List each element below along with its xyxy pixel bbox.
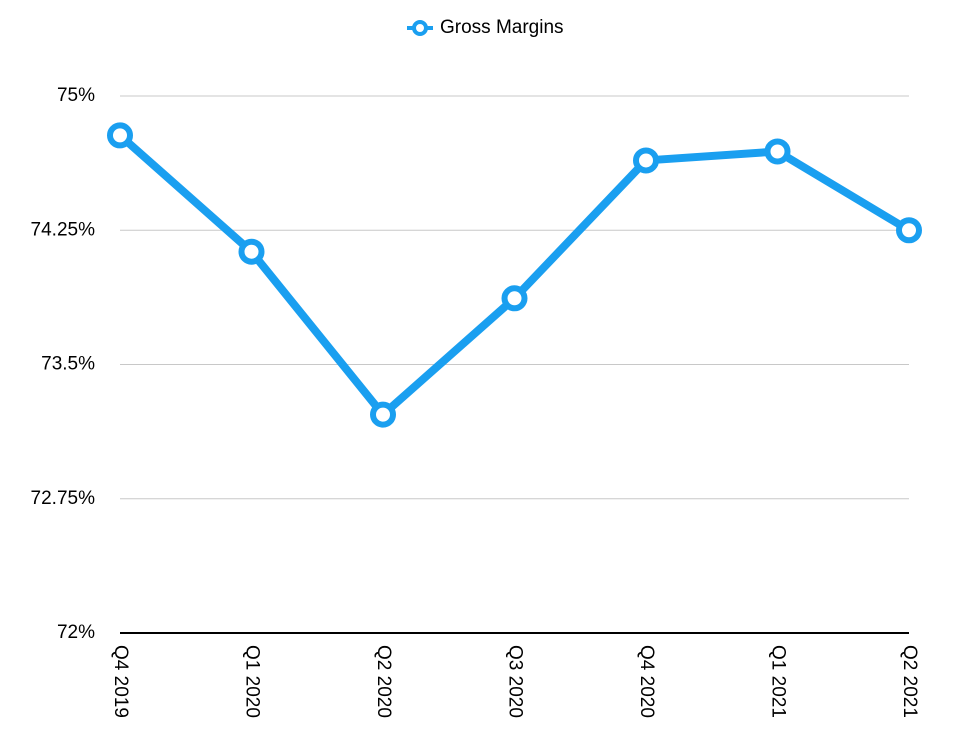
legend-marker (412, 20, 428, 36)
y-tick-label: 74.25% (31, 219, 96, 240)
x-tick-label: Q1 2020 (241, 645, 262, 718)
legend-label: Gross Margins (440, 17, 564, 38)
series-line (117, 132, 912, 419)
data-point (238, 238, 265, 265)
x-tick-label: Q1 2021 (767, 645, 788, 718)
data-point (370, 401, 396, 428)
x-tick-label: Q4 2019 (110, 645, 131, 718)
y-tick-label: 72% (57, 622, 95, 643)
data-point (633, 147, 659, 174)
x-tick-label: Q2 2020 (373, 645, 394, 718)
x-tick-label: Q2 2021 (899, 645, 920, 718)
data-point (107, 122, 133, 149)
x-tick-label: Q4 2020 (636, 645, 657, 718)
y-tick-label: 72.75% (31, 488, 96, 509)
y-tick-label: 73.5% (41, 354, 95, 375)
y-tick-label: 75% (57, 85, 95, 106)
data-point (764, 138, 791, 165)
data-point (896, 217, 922, 244)
data-point (501, 285, 528, 312)
x-tick-label: Q3 2020 (504, 645, 525, 718)
